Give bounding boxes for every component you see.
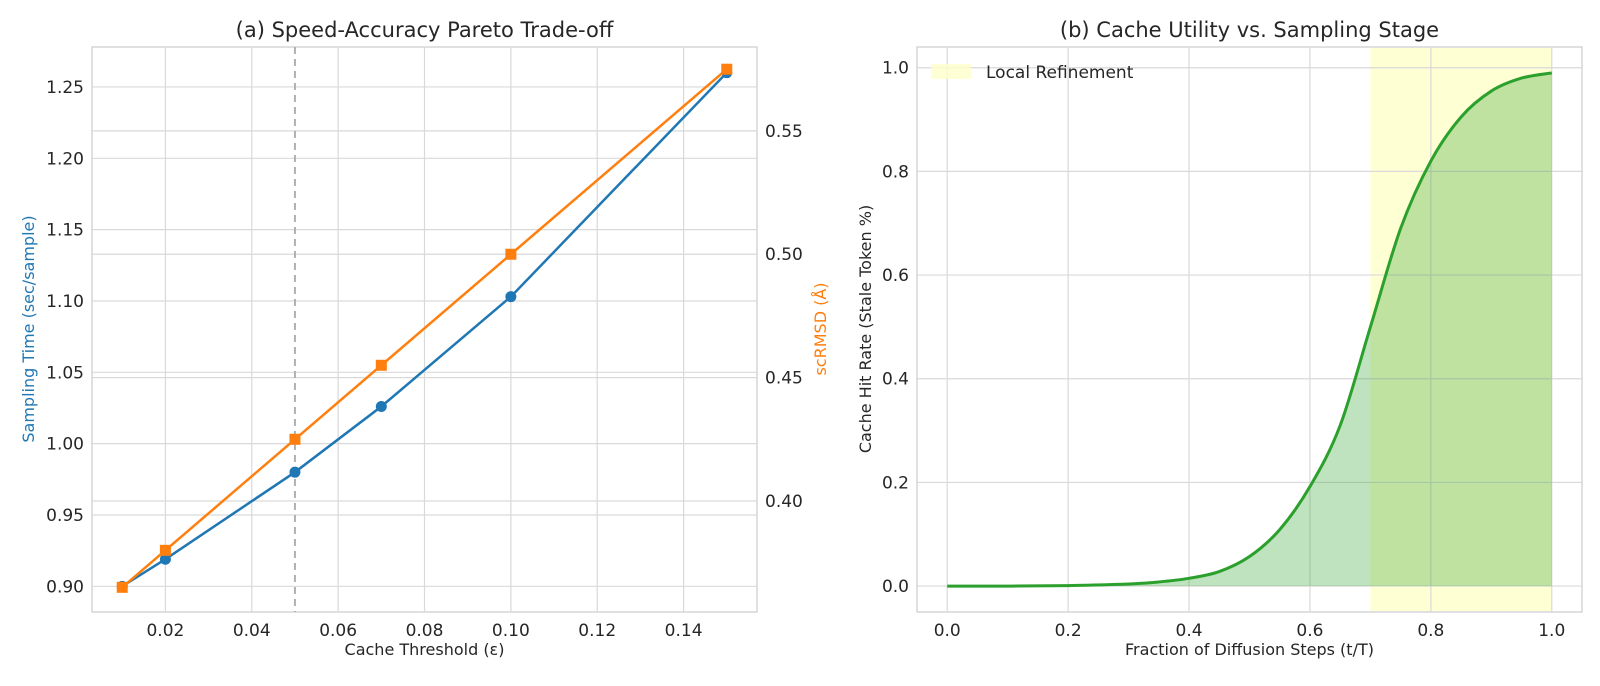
panel-a-y2tick-label: 0.50 xyxy=(765,245,803,265)
panel-a-ytick-label: 0.90 xyxy=(46,577,84,597)
panel-a-xlabel: Cache Threshold (ε) xyxy=(345,640,505,659)
panel-a-ytick-label: 1.20 xyxy=(46,149,84,169)
panel-b-xtick-label: 0.4 xyxy=(1176,621,1203,641)
panel-a-ylabel: Sampling Time (sec/sample) xyxy=(19,215,38,442)
panel-a-xtick-label: 0.10 xyxy=(492,621,530,641)
panel-b-ytick-label: 0.8 xyxy=(882,162,909,182)
panel-b-title: (b) Cache Utility vs. Sampling Stage xyxy=(1060,18,1439,42)
panel-b-xtick-label: 0.6 xyxy=(1296,621,1323,641)
panel-b-ytick-label: 0.6 xyxy=(882,266,909,286)
scrmsd-point xyxy=(375,359,387,371)
scrmsd-point xyxy=(159,544,171,556)
scrmsd-point xyxy=(116,581,128,593)
cache-hit-curve xyxy=(947,71,1553,588)
panel-a-xtick-label: 0.02 xyxy=(146,621,184,641)
panel-a-y2tick-label: 0.45 xyxy=(765,369,803,389)
panel-b-local-refinement-region xyxy=(1370,48,1552,611)
panel-a-ytick-label: 1.25 xyxy=(46,78,84,98)
sampling-time-line xyxy=(121,71,728,588)
panel-b-ytick-label: 0.2 xyxy=(882,473,909,493)
panel-a-series xyxy=(116,63,733,593)
panel-a-tick-labels: 0.02 0.04 0.06 0.08 0.10 0.12 0.14 0.90 0.95 1.00… xyxy=(46,78,803,641)
sampling-time-point xyxy=(375,401,387,413)
panel-a-ytick-label: 1.15 xyxy=(46,221,84,241)
panel-a-xtick-label: 0.06 xyxy=(319,621,357,641)
panel-a-ytick-label: 1.10 xyxy=(46,292,84,312)
sampling-time-point xyxy=(505,291,517,303)
panel-a-xtick-label: 0.14 xyxy=(665,621,703,641)
panel-a-y2tick-label: 0.55 xyxy=(765,122,803,142)
legend-label-local-refinement: Local Refinement xyxy=(986,63,1134,83)
panel-a: 0.02 0.04 0.06 0.08 0.10 0.12 0.14 0.90 0.95 1.00… xyxy=(19,18,830,659)
panel-b-xtick-label: 1.0 xyxy=(1538,621,1565,641)
local-refinement-band xyxy=(1370,48,1552,611)
panel-b-tick-labels: 0.0 0.2 0.4 0.6 0.8 1.0 0.0 0.2 0.4 0.6 0.8 1.0 xyxy=(882,59,1565,641)
panel-b-ytick-label: 0.4 xyxy=(882,370,909,390)
panel-b-xlabel: Fraction of Diffusion Steps (t/T) xyxy=(1125,640,1374,659)
scrmsd-point xyxy=(289,433,301,445)
panel-a-ytick-label: 0.95 xyxy=(46,506,84,526)
panel-a-y2tick-label: 0.40 xyxy=(765,492,803,512)
panel-a-xtick-label: 0.08 xyxy=(406,621,444,641)
panel-b-legend: Local Refinement xyxy=(931,63,1134,83)
panel-a-xtick-label: 0.12 xyxy=(578,621,616,641)
panel-b-xtick-label: 0.8 xyxy=(1417,621,1444,641)
panel-a-title: (a) Speed-Accuracy Pareto Trade-off xyxy=(236,18,614,42)
panel-b-ytick-label: 1.0 xyxy=(882,59,909,79)
cache-hit-area xyxy=(947,72,1552,587)
panel-a-ytick-label: 1.05 xyxy=(46,363,84,383)
panel-b-xtick-label: 0.2 xyxy=(1055,621,1082,641)
panel-b-xtick-label: 0.0 xyxy=(934,621,961,641)
panel-b-ylabel: Cache Hit Rate (Stale Token %) xyxy=(856,205,875,453)
panel-a-grid xyxy=(92,47,757,612)
scrmsd-point xyxy=(505,248,517,260)
scrmsd-line xyxy=(121,68,728,589)
panel-b-ytick-label: 0.0 xyxy=(882,577,909,597)
scrmsd-point xyxy=(721,63,733,75)
panel-b: 0.0 0.2 0.4 0.6 0.8 1.0 0.0 0.2 0.4 0.6 0.8 1.0 Loc… xyxy=(856,18,1583,659)
sampling-time-point xyxy=(159,553,171,565)
panel-a-y2label: scRMSD (Å) xyxy=(811,282,830,375)
panel-a-xtick-label: 0.04 xyxy=(233,621,271,641)
panel-b-series xyxy=(947,71,1553,588)
sampling-time-point xyxy=(289,466,301,478)
panel-a-ytick-label: 1.00 xyxy=(46,435,84,455)
legend-swatch-local-refinement xyxy=(931,64,971,79)
